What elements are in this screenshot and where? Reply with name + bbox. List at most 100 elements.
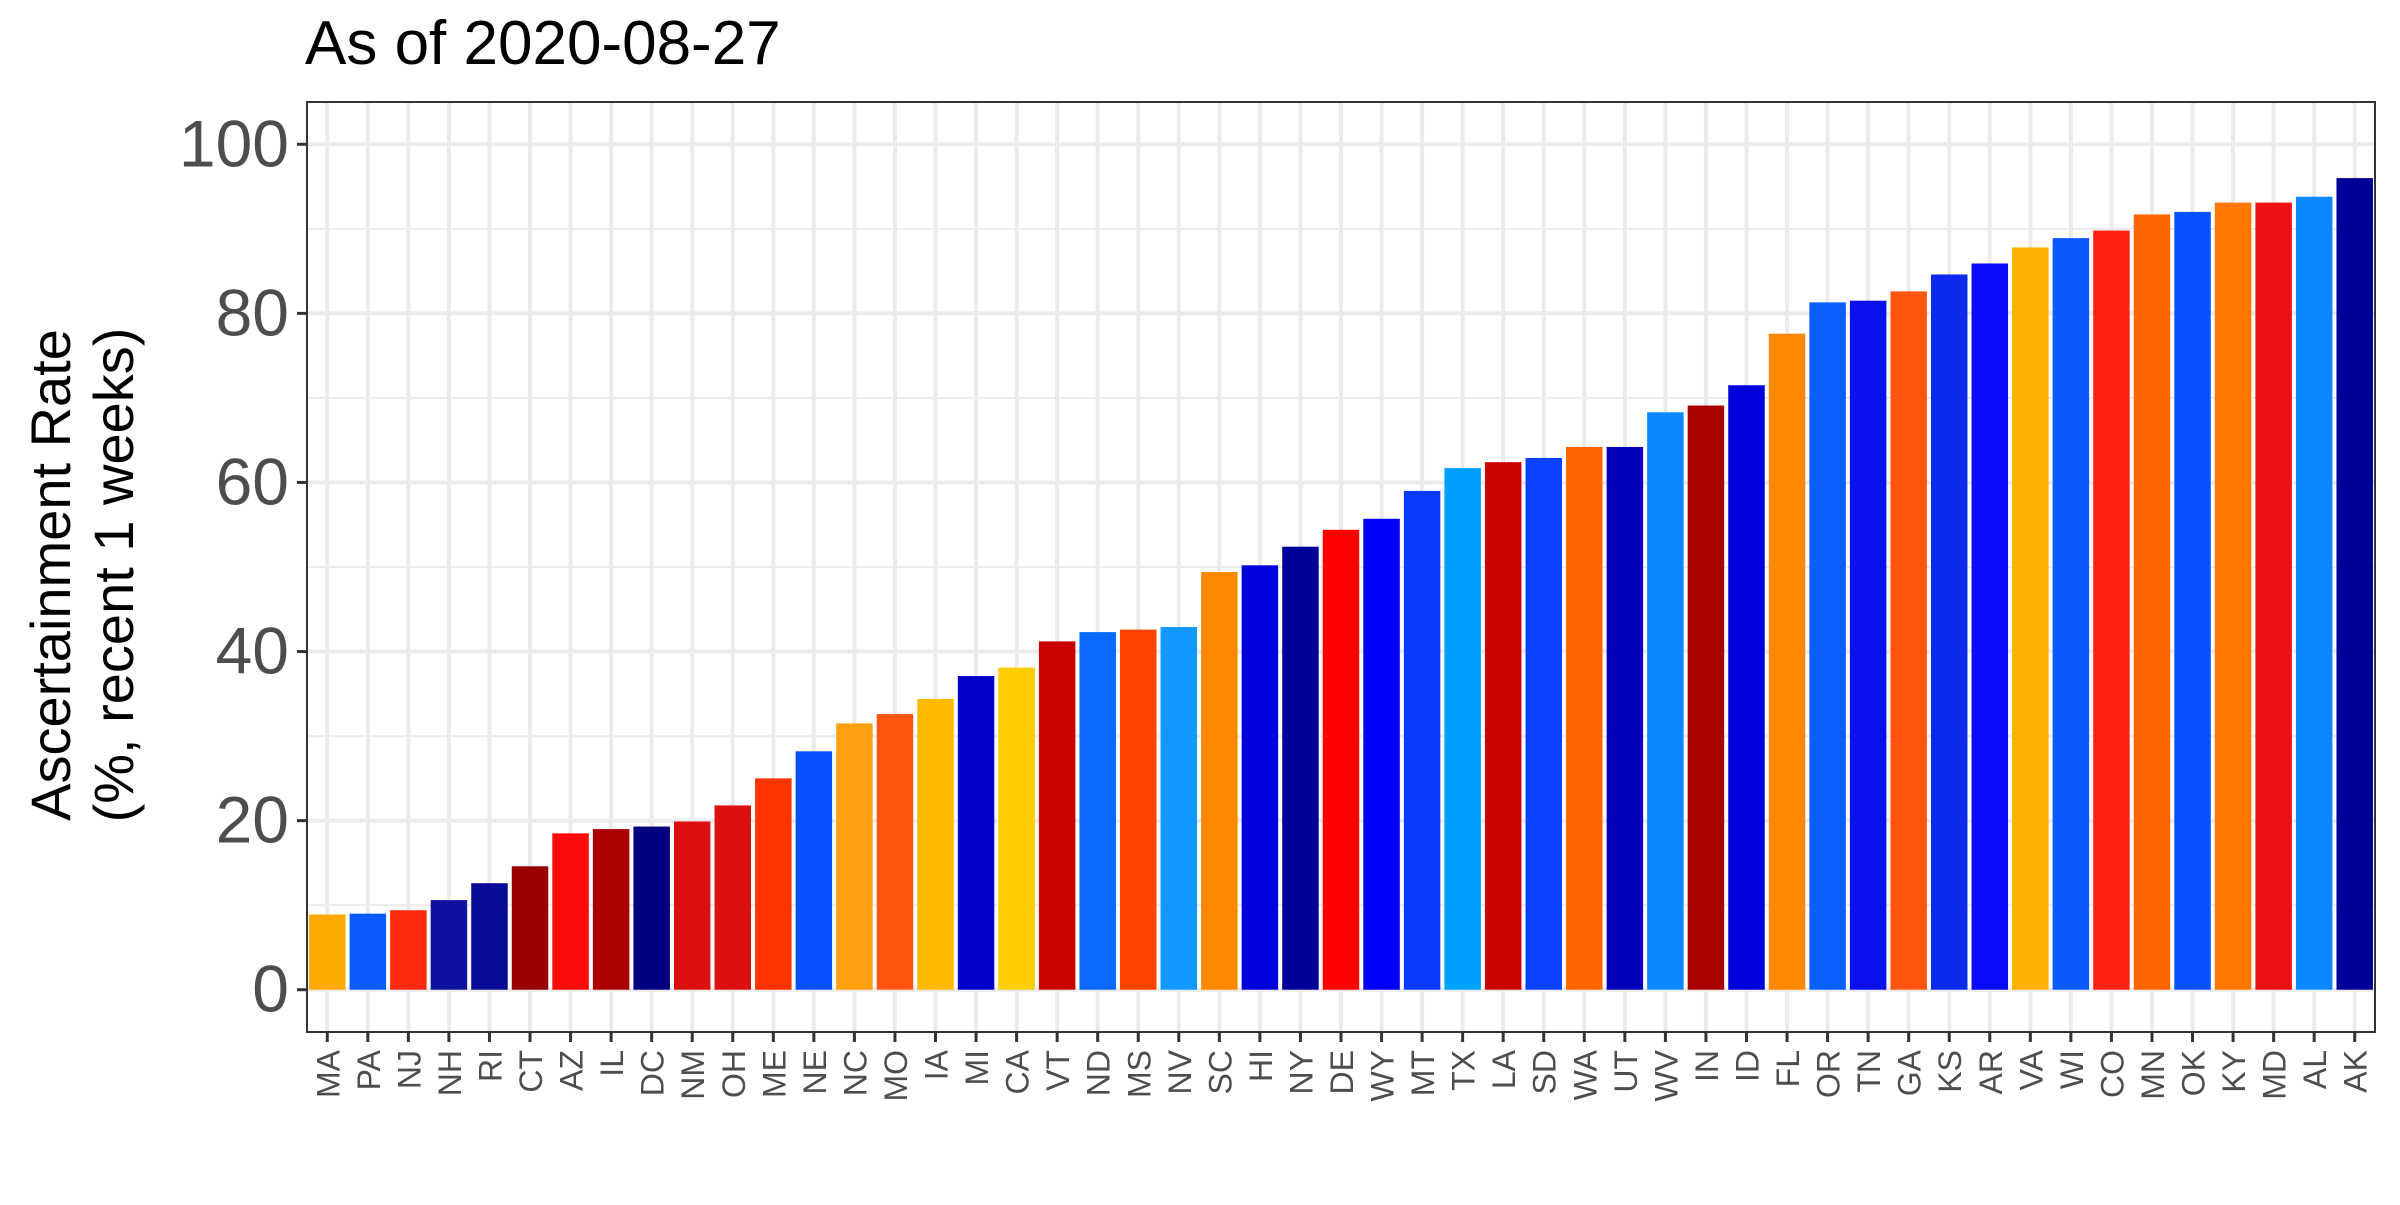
bar-vt	[1038, 641, 1076, 990]
bar-me	[755, 778, 792, 990]
x-tick-label: MD	[2257, 1050, 2293, 1100]
y-tick-label: 60	[216, 444, 289, 518]
bar-fl	[1768, 333, 1806, 990]
bar-ks	[1930, 274, 1968, 990]
x-tick-label: ID	[1729, 1050, 1765, 1082]
bar-nh	[430, 900, 468, 990]
x-tick-label: UT	[1608, 1050, 1644, 1093]
axis-layer: 0 20 40 60 80 100 MA PA NJ NH RI CT AZ IL DC NM OH ME NE NC…	[179, 106, 2374, 1101]
bar-dc	[633, 826, 670, 990]
bar-sd	[1525, 457, 1562, 990]
x-tick-label: VT	[1040, 1050, 1076, 1091]
x-tick-label: OK	[2176, 1050, 2212, 1096]
x-tick-label: RI	[472, 1050, 508, 1082]
x-tick-label: AL	[2297, 1050, 2333, 1089]
bar-pa	[349, 913, 387, 990]
bar-md	[2255, 202, 2292, 990]
x-tick-label: NC	[837, 1050, 873, 1096]
bar-mo	[876, 714, 914, 990]
x-tick-label: MI	[959, 1050, 995, 1086]
bar-nm	[673, 821, 711, 990]
x-tick-label: AZ	[554, 1050, 590, 1091]
bar-ky	[2214, 202, 2252, 990]
x-tick-label: IL	[594, 1050, 630, 1077]
x-tick-label: NM	[675, 1050, 711, 1100]
x-tick-label: WV	[1648, 1049, 1684, 1101]
bar-wv	[1647, 412, 1684, 990]
x-tick-label: IA	[919, 1049, 955, 1080]
bar-ct	[511, 866, 549, 990]
x-tick-label: VA	[2013, 1049, 2049, 1090]
bar-ut	[1606, 446, 1644, 990]
bar-al	[2295, 196, 2333, 990]
x-tick-label: SC	[1202, 1050, 1238, 1094]
x-tick-label: OR	[1811, 1050, 1847, 1098]
x-tick-label: CT	[513, 1050, 549, 1093]
bar-ak	[2336, 178, 2373, 990]
bar-ri	[471, 883, 508, 990]
x-tick-label: NH	[432, 1050, 468, 1096]
x-tick-label: OH	[716, 1050, 752, 1098]
x-tick-label: DC	[635, 1050, 671, 1096]
bar-va	[2012, 247, 2049, 990]
bar-wy	[1363, 518, 1400, 990]
x-tick-label: WA	[1567, 1049, 1603, 1100]
x-tick-label: LA	[1486, 1049, 1522, 1089]
y-axis-label-line-1: Ascertainment Rate	[19, 329, 82, 821]
x-tick-label: SD	[1527, 1050, 1563, 1094]
bar-ca	[998, 667, 1035, 990]
x-tick-label: MT	[1405, 1050, 1441, 1096]
bar-in	[1687, 405, 1725, 990]
x-tick-label: HI	[1243, 1050, 1279, 1082]
x-tick-label: MS	[1121, 1050, 1157, 1098]
bar-il	[592, 829, 630, 990]
bar-sc	[1201, 572, 1238, 990]
bar-ms	[1120, 629, 1157, 990]
bar-la	[1484, 462, 1522, 990]
x-tick-label: AR	[1973, 1050, 2009, 1094]
bar-nd	[1079, 632, 1116, 990]
bar-oh	[714, 805, 752, 990]
bar-mn	[2133, 214, 2171, 990]
bar-or	[1809, 302, 1846, 990]
y-tick-label: 20	[216, 783, 289, 857]
bar-ny	[1282, 546, 1319, 990]
x-tick-label: WI	[2054, 1050, 2090, 1089]
x-tick-label: NE	[797, 1050, 833, 1094]
bar-id	[1728, 385, 1765, 990]
bar-mi	[957, 676, 995, 990]
x-tick-label: ND	[1081, 1050, 1117, 1096]
x-tick-label: CO	[2094, 1050, 2130, 1098]
bar-wi	[2052, 238, 2090, 990]
y-tick-label: 0	[252, 952, 289, 1026]
bar-ia	[917, 698, 954, 990]
x-tick-label: NY	[1283, 1050, 1319, 1094]
bar-ma	[309, 914, 346, 990]
x-tick-label: MN	[2135, 1050, 2171, 1100]
y-axis-label-line-2: (%, recent 1 weeks)	[82, 328, 145, 823]
x-tick-label: PA	[351, 1049, 387, 1090]
x-tick-label: NV	[1162, 1049, 1198, 1094]
x-tick-label: TX	[1446, 1050, 1482, 1091]
x-tick-label: AK	[2338, 1050, 2374, 1093]
bar-ar	[1971, 263, 2009, 990]
chart-title: As of 2020-08-27	[305, 9, 781, 78]
x-tick-label: FL	[1770, 1050, 1806, 1087]
x-tick-label: KS	[1932, 1050, 1968, 1093]
bar-nv	[1160, 627, 1198, 990]
bar-ne	[795, 751, 833, 990]
bar-tx	[1444, 468, 1481, 990]
x-tick-label: NJ	[391, 1050, 427, 1089]
bar-mt	[1403, 490, 1441, 990]
y-tick-label: 40	[216, 614, 289, 688]
bar-nc	[836, 723, 873, 990]
x-tick-label: TN	[1851, 1050, 1887, 1093]
bar-de	[1322, 529, 1360, 990]
x-tick-label: GA	[1892, 1049, 1928, 1096]
x-tick-label: WY	[1365, 1050, 1401, 1102]
bar-wa	[1566, 446, 1603, 990]
bar-hi	[1241, 565, 1279, 990]
bar-layer	[309, 178, 2373, 990]
y-tick-label: 100	[179, 106, 289, 180]
